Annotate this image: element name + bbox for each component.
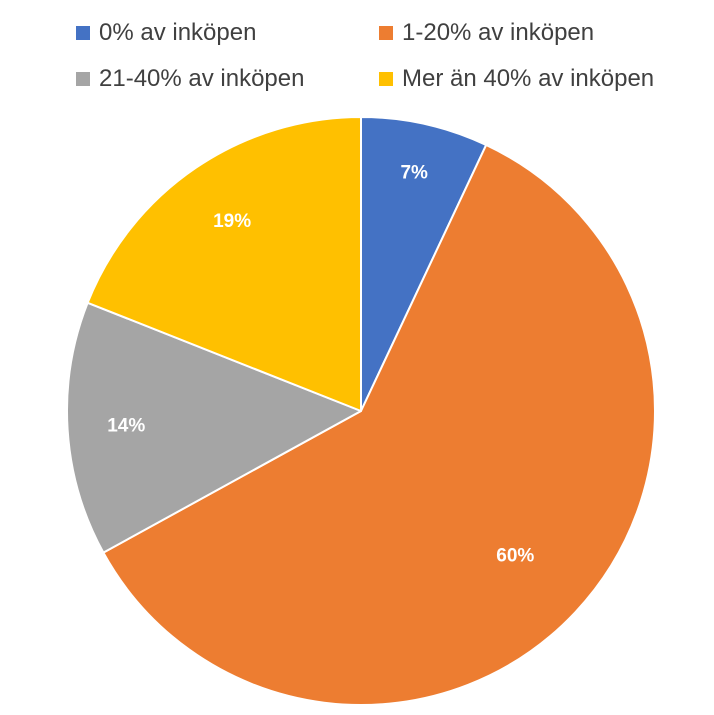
legend-swatch-1 <box>379 26 393 40</box>
legend-swatch-2 <box>76 72 90 86</box>
legend-label-2: 21-40% av inköpen <box>99 65 305 92</box>
legend-item-0: 0% av inköpen <box>76 18 256 48</box>
pie-slice-0 <box>360 116 488 412</box>
legend-item-1: 1-20% av inköpen <box>379 18 594 48</box>
data-label-1: 60% <box>496 545 534 566</box>
legend-label-0: 0% av inköpen <box>99 19 257 46</box>
legend-label-3: Mer än 40% av inköpen <box>402 65 655 92</box>
pie-slice-2 <box>66 301 362 554</box>
legend-item-2: 21-40% av inköpen <box>76 64 304 94</box>
pie-slices <box>66 116 656 706</box>
pie-slice-3 <box>86 116 362 412</box>
data-label-0: 7% <box>400 162 428 183</box>
data-label-2: 14% <box>107 415 145 436</box>
data-label-3: 19% <box>213 211 251 232</box>
pie-data-labels: 7% 60% 14% 19% <box>107 162 534 566</box>
legend-swatch-0 <box>76 26 90 40</box>
legend-item-3: Mer än 40% av inköpen <box>379 64 654 94</box>
legend-label-1: 1-20% av inköpen <box>402 19 595 46</box>
pie-slice-1 <box>102 143 656 706</box>
legend: 0% av inköpen 1-20% av inköpen 21-40% av… <box>0 0 714 100</box>
legend-swatch-3 <box>379 72 393 86</box>
